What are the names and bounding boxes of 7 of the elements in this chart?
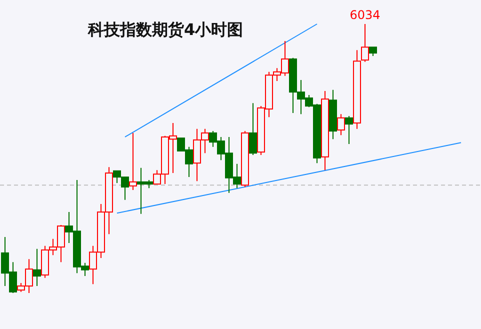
candlestick bbox=[337, 114, 345, 136]
candlestick bbox=[353, 50, 361, 130]
candlestick bbox=[33, 248, 41, 287]
chart-title: 科技指数期货4小时图 bbox=[87, 20, 244, 39]
candlestick bbox=[321, 90, 329, 171]
text: 6034 bbox=[350, 8, 380, 22]
candlestick bbox=[329, 89, 337, 140]
